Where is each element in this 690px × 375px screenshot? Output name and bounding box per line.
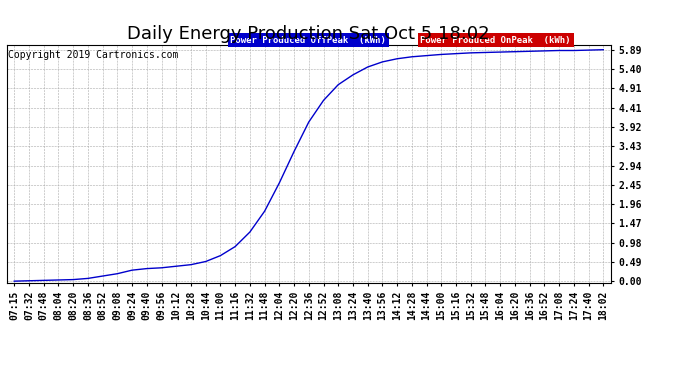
Text: Power Produced OffPeak  (kWh): Power Produced OffPeak (kWh) xyxy=(230,36,386,45)
Text: Copyright 2019 Cartronics.com: Copyright 2019 Cartronics.com xyxy=(8,50,179,60)
Title: Daily Energy Production Sat Oct 5 18:02: Daily Energy Production Sat Oct 5 18:02 xyxy=(128,26,490,44)
Text: Power Produced OnPeak  (kWh): Power Produced OnPeak (kWh) xyxy=(420,36,571,45)
